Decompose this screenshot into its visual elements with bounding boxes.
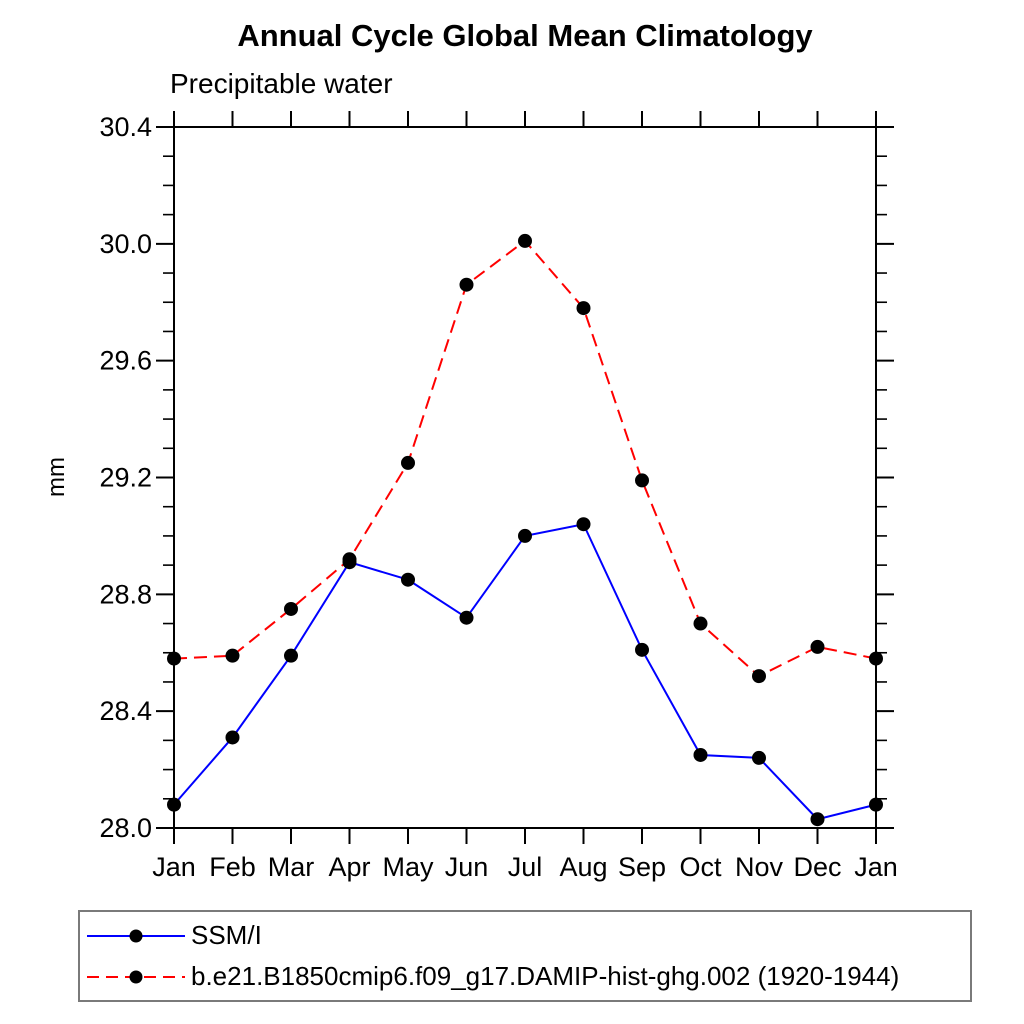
- chart-subtitle: Precipitable water: [170, 68, 393, 99]
- plot-frame: [173, 126, 877, 829]
- x-tick-label: Feb: [209, 852, 256, 882]
- data-point-series1: [459, 277, 474, 292]
- data-point-series1: [284, 601, 298, 616]
- x-tick-label: Nov: [735, 852, 784, 882]
- y-tick-label: 30.0: [99, 229, 152, 259]
- series-line-1: [173, 239, 877, 678]
- x-tick-label: Aug: [559, 852, 607, 882]
- x-tick-label: Jun: [445, 852, 489, 882]
- data-point-series0: [752, 750, 766, 765]
- x-tick-label: Sep: [618, 852, 666, 882]
- legend-line-sample: [87, 929, 185, 942]
- x-tick-label: Dec: [793, 852, 841, 882]
- data-point-series0: [284, 648, 298, 663]
- data-point-series1: [401, 455, 415, 470]
- data-point-series0: [401, 572, 415, 587]
- data-point-series0: [167, 797, 181, 812]
- y-tick-label: 29.6: [99, 346, 152, 376]
- legend-item-ssmi: SSM/I: [84, 919, 970, 953]
- legend-item-model: b.e21.B1850cmip6.f09_g17.DAMIP-hist-ghg.…: [84, 960, 970, 994]
- legend-marker-icon: [129, 929, 143, 942]
- legend-label-model: b.e21.B1850cmip6.f09_g17.DAMIP-hist-ghg.…: [191, 961, 900, 991]
- data-point-series1: [342, 552, 357, 567]
- legend-label-ssmi: SSM/I: [191, 920, 262, 950]
- y-tick-label: 28.0: [99, 813, 152, 843]
- x-tick-label: May: [382, 852, 434, 882]
- data-point-series1: [576, 301, 591, 316]
- x-tick-label: Oct: [679, 852, 722, 882]
- y-tick-label: 28.8: [99, 579, 152, 609]
- legend-line-sample: [87, 970, 185, 983]
- data-point-series1: [518, 233, 532, 248]
- data-point-series1: [635, 473, 649, 488]
- x-tick-label: Jul: [508, 852, 543, 882]
- data-point-series0: [518, 528, 532, 543]
- data-point-series0: [810, 812, 825, 827]
- data-point-series1: [693, 616, 708, 631]
- data-point-series1: [225, 648, 240, 663]
- data-point-series1: [167, 651, 181, 666]
- data-point-series1: [810, 639, 825, 654]
- data-point-series0: [635, 642, 649, 657]
- data-point-series0: [869, 797, 883, 812]
- x-tick-label: Apr: [328, 852, 370, 882]
- data-point-series0: [576, 517, 591, 532]
- x-tick-label: Jan: [152, 852, 196, 882]
- y-tick-label: 30.4: [99, 112, 152, 142]
- y-tick-label: 28.4: [99, 696, 152, 726]
- data-point-series1: [869, 651, 883, 666]
- x-tick-label: Jan: [854, 852, 898, 882]
- data-point-series0: [693, 747, 708, 762]
- y-tick-label: 29.2: [99, 463, 152, 493]
- data-point-series0: [225, 730, 240, 745]
- data-point-series0: [459, 610, 474, 625]
- legend-box: SSM/I b.e21.B1850cmip6.f09_g17.DAMIP-his…: [78, 910, 972, 1002]
- x-tick-label: Mar: [268, 852, 315, 882]
- legend-marker-icon: [129, 970, 143, 983]
- series-line-0: [173, 523, 877, 821]
- chart-title: Annual Cycle Global Mean Climatology: [237, 18, 813, 53]
- data-point-series1: [752, 669, 766, 684]
